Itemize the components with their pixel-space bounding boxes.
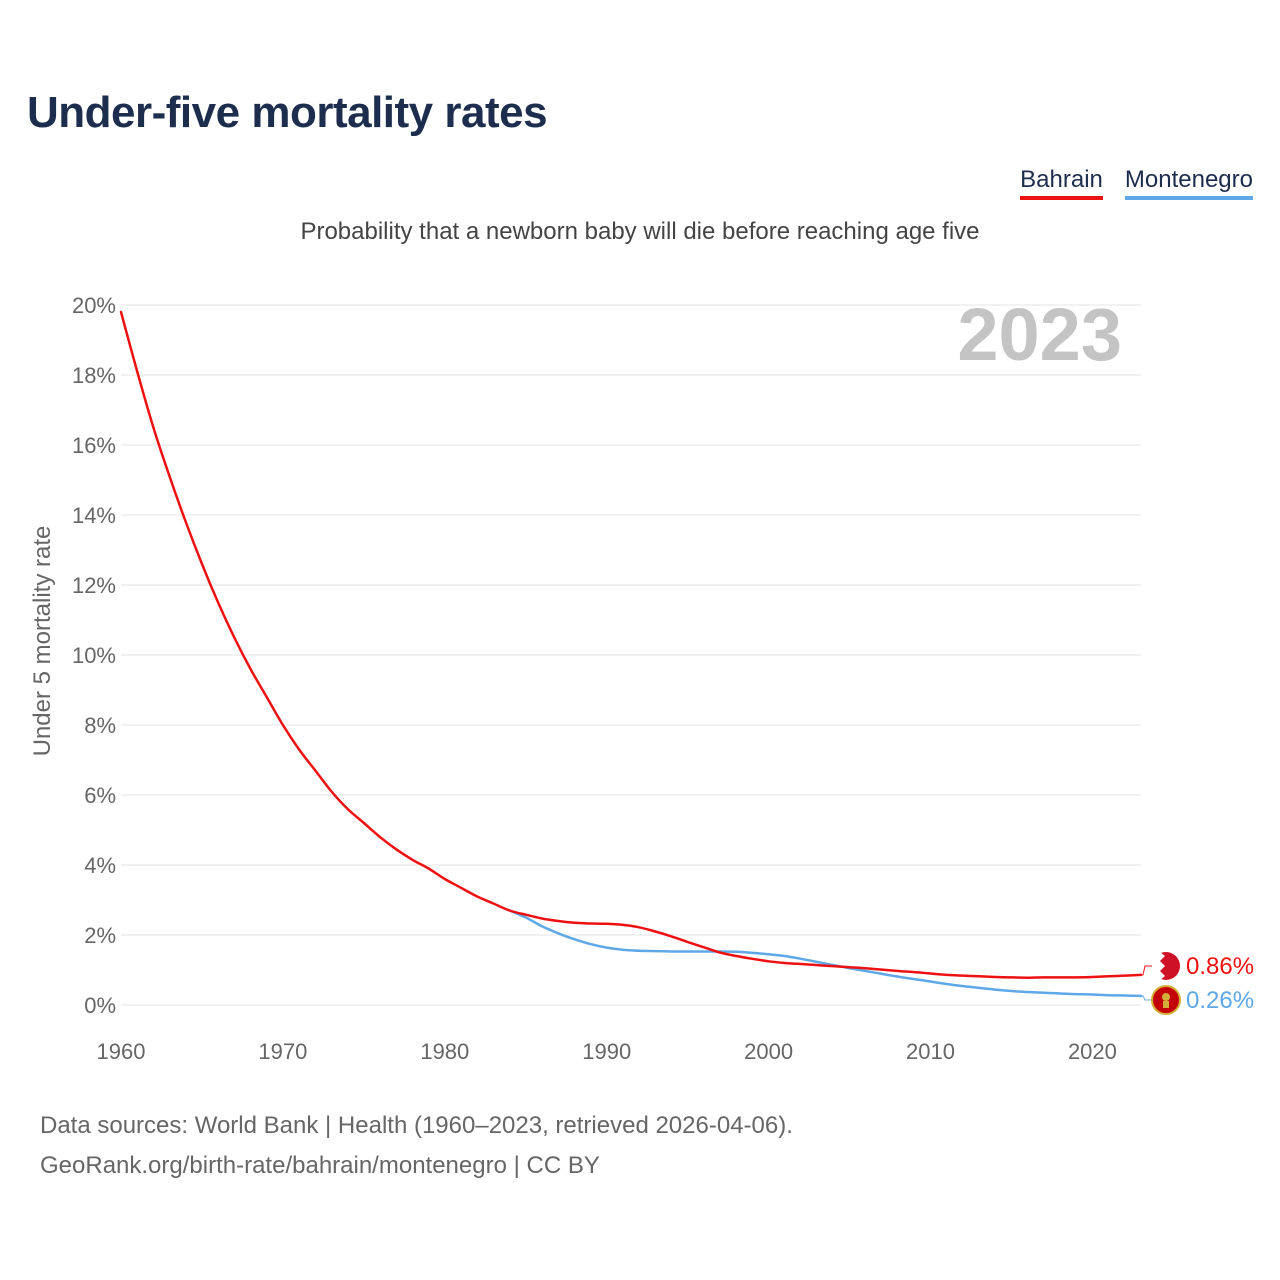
bahrain-flag-icon xyxy=(1152,952,1180,980)
chart-subtitle: Probability that a newborn baby will die… xyxy=(300,218,980,245)
source-line-2[interactable]: GeoRank.org/birth-rate/bahrain/montenegr… xyxy=(40,1152,600,1179)
end-label-bahrain: 0.86% xyxy=(1186,953,1254,980)
y-tick-label: 14% xyxy=(72,503,116,528)
x-tick-label: 2020 xyxy=(1068,1039,1117,1064)
y-tick-label: 20% xyxy=(72,293,116,318)
y-axis-ticks: 0% 2% 4% 6% 8% 10% 12% 14% 16% 18% 20% xyxy=(72,293,116,1018)
end-label-montenegro: 0.26% xyxy=(1186,987,1254,1014)
y-tick-label: 2% xyxy=(84,923,116,948)
x-tick-label: 2000 xyxy=(744,1039,793,1064)
x-tick-label: 1990 xyxy=(582,1039,631,1064)
grid-lines xyxy=(121,304,1141,1006)
x-tick-label: 1960 xyxy=(97,1039,146,1064)
legend-item-bahrain[interactable]: Bahrain xyxy=(1020,166,1103,200)
end-labels: 0.86% 0.26% xyxy=(1141,952,1254,1015)
montenegro-flag-icon xyxy=(1151,985,1181,1015)
y-tick-label: 4% xyxy=(84,853,116,878)
data-source: Data sources: World Bank | Health (1960–… xyxy=(40,1106,793,1186)
legend-item-montenegro[interactable]: Montenegro xyxy=(1124,166,1253,200)
series-lines xyxy=(119,310,1143,998)
y-tick-label: 10% xyxy=(72,643,116,668)
source-line-1: Data sources: World Bank | Health (1960–… xyxy=(40,1112,793,1139)
y-axis-label: Under 5 mortality rate xyxy=(29,526,56,757)
x-axis-ticks: 1960 1970 1980 1990 2000 2010 2020 xyxy=(97,1039,1117,1064)
y-tick-label: 16% xyxy=(72,433,116,458)
end-label-connector xyxy=(1141,965,1152,976)
y-tick-label: 18% xyxy=(72,363,116,388)
series-line-montenegro[interactable] xyxy=(508,909,1143,998)
y-tick-label: 8% xyxy=(84,713,116,738)
page-title: Under-five mortality rates xyxy=(27,88,548,137)
x-tick-label: 2010 xyxy=(906,1039,955,1064)
year-watermark: 2023 xyxy=(957,293,1122,376)
x-tick-label: 1970 xyxy=(258,1039,307,1064)
y-tick-label: 6% xyxy=(84,783,116,808)
y-tick-label: 12% xyxy=(72,573,116,598)
legend: Bahrain Montenegro xyxy=(1020,166,1253,200)
end-label-connector xyxy=(1141,995,1152,1001)
y-tick-label: 0% xyxy=(84,993,116,1018)
series-line-bahrain[interactable] xyxy=(119,310,1143,979)
x-tick-label: 1980 xyxy=(420,1039,469,1064)
